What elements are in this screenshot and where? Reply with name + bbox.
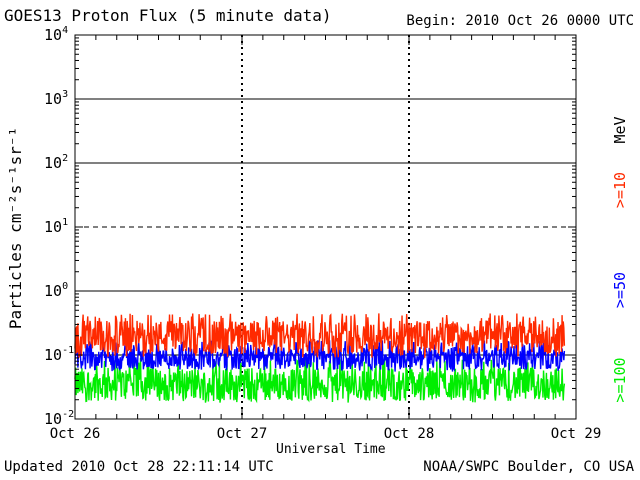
y-axis-label-text: Particles cm⁻²s⁻¹sr⁻¹ [6,127,25,329]
series-line [74,358,566,404]
legend-unit: MeV [611,116,629,143]
chart-title: GOES13 Proton Flux (5 minute data) [4,6,332,25]
x-tick-label: Oct 26 [50,426,101,442]
y-tick-label: 10-2 [44,409,74,428]
y-tick-label: 10-1 [44,345,74,364]
x-tick-labels: Oct 26 Oct 27 Oct 28 Oct 29 [50,426,602,442]
x-tick-label: Oct 27 [217,426,268,442]
legend-entry: >=100 [611,357,629,402]
legend-entry: >=50 [611,272,629,308]
y-tick-label: 100 [44,281,68,300]
y-tick-label: 102 [44,153,68,172]
begin-timestamp: Begin: 2010 Oct 26 0000 UTC [406,13,634,29]
credit-text: NOAA/SWPC Boulder, CO USA [423,459,634,475]
updated-timestamp: Updated 2010 Oct 28 22:11:14 UTC [4,459,274,475]
legend-entry: >=10 [611,172,629,208]
legend: MeV >=10 >=50 >=100 [611,116,629,402]
x-tick-label: Oct 28 [384,426,435,442]
series-line [74,313,566,358]
y-axis-label: Particles cm⁻²s⁻¹sr⁻¹ [6,127,25,329]
series-layer [74,313,566,404]
y-tick-label: 103 [44,89,68,108]
y-tick-labels: 10-2 10-1 100 101 102 103 104 [44,25,74,428]
series-line [74,339,566,373]
y-tick-label: 104 [44,25,68,44]
x-tick-label: Oct 29 [551,426,602,442]
y-tick-label: 101 [44,217,68,236]
x-axis-label: Universal Time [276,442,386,457]
plot-frame [74,34,577,420]
